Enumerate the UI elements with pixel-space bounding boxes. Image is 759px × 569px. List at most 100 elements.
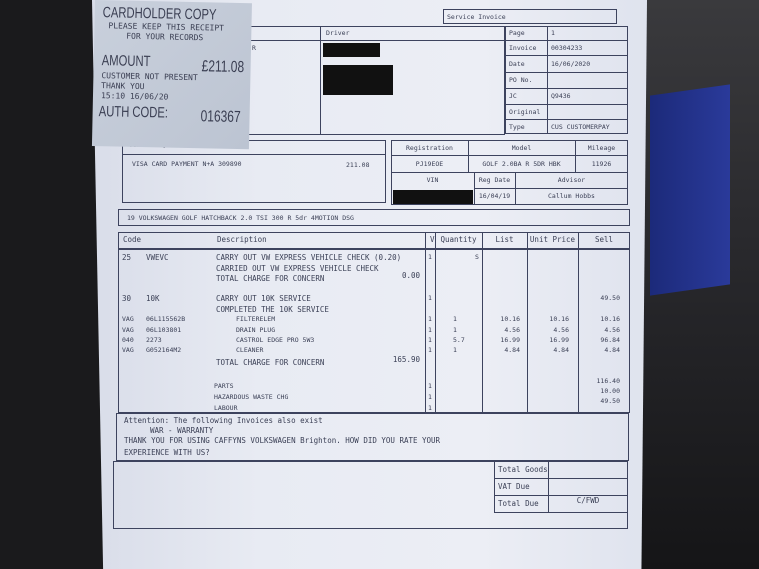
info-label: Page bbox=[509, 29, 525, 37]
model-label: Model bbox=[511, 144, 532, 152]
column-header: Description bbox=[217, 235, 267, 244]
v-flag: 1 bbox=[428, 294, 432, 302]
receipt-auth-code: 016367 bbox=[200, 108, 241, 127]
mileage-label: Mileage bbox=[587, 144, 616, 152]
list-price: 4.84 bbox=[504, 346, 520, 354]
code-prefix: 25 bbox=[122, 253, 132, 262]
quantity: S bbox=[475, 253, 479, 261]
quantity: 5.7 bbox=[453, 336, 465, 344]
column-header: V bbox=[430, 235, 435, 244]
v-flag: 1 bbox=[428, 315, 432, 323]
column-header: List bbox=[495, 235, 514, 244]
description: CARRY OUT VW EXPRESS VEHICLE CHECK (0.20… bbox=[216, 253, 402, 262]
code-prefix: 040 bbox=[122, 336, 134, 344]
v-flag: 1 bbox=[428, 326, 432, 334]
partial-text: R bbox=[252, 44, 256, 52]
description: DRAIN PLUG bbox=[236, 326, 276, 334]
summary-sell: 116.40 bbox=[596, 377, 620, 385]
description: CLEANER bbox=[236, 346, 264, 354]
code: G052164M2 bbox=[146, 346, 182, 354]
concern-total: 165.90 bbox=[392, 355, 420, 364]
notes-box bbox=[116, 413, 629, 461]
info-value: 1 bbox=[551, 29, 555, 37]
code: 2273 bbox=[146, 336, 162, 344]
description: CARRIED OUT VW EXPRESS VEHICLE CHECK bbox=[216, 264, 379, 273]
receipt-thanks: THANK YOU bbox=[101, 81, 145, 92]
receipt-amount-label: AMOUNT bbox=[101, 52, 151, 71]
info-label: Original bbox=[509, 107, 541, 116]
sell-price: 49.50 bbox=[600, 294, 620, 302]
info-value: 16/06/2020 bbox=[551, 59, 591, 68]
reg-date-value: 16/04/19 bbox=[478, 192, 511, 200]
total-goods-label: Total Goods bbox=[498, 465, 548, 474]
v-flag: 1 bbox=[428, 382, 432, 390]
summary-sell: 10.00 bbox=[600, 387, 620, 395]
sell-price: 4.56 bbox=[604, 326, 620, 334]
description: CASTROL EDGE PRO 5W3 bbox=[236, 336, 315, 344]
advisor-value: Callum Hobbs bbox=[548, 192, 595, 200]
thanks-text: THANK YOU FOR USING CAFFYNS VOLKSWAGEN B… bbox=[124, 436, 441, 445]
vat-due-label: VAT Due bbox=[498, 482, 530, 491]
redacted-driver-name bbox=[323, 43, 380, 57]
unit-price: 4.84 bbox=[553, 346, 569, 354]
summary-label: HAZARDOUS WASTE CHG bbox=[214, 393, 289, 401]
thanks-text-2: EXPERIENCE WITH US? bbox=[124, 448, 210, 457]
receipt-title: CARDHOLDER COPY bbox=[102, 4, 217, 24]
advisor-label: Advisor bbox=[557, 176, 586, 184]
info-label: PO No. bbox=[509, 76, 533, 84]
info-label: Date bbox=[509, 59, 525, 68]
code-prefix: VAG bbox=[122, 326, 134, 334]
unit-price: 16.99 bbox=[549, 336, 569, 344]
vehicle-description: 19 VOLKSWAGEN GOLF HATCHBACK 2.0 TSI 300… bbox=[127, 214, 354, 222]
v-flag: 1 bbox=[428, 393, 432, 401]
payment-method: VISA CARD PAYMENT N+A 309890 bbox=[132, 160, 242, 168]
concern-total: 0.00 bbox=[401, 271, 420, 280]
total-due-label: Total Due bbox=[498, 499, 539, 508]
vin-label: VIN bbox=[426, 176, 439, 184]
sell-price: 4.84 bbox=[604, 346, 620, 354]
summary-sell: 49.50 bbox=[600, 397, 620, 405]
unit-price: 4.56 bbox=[553, 326, 569, 334]
info-label: JC bbox=[509, 92, 517, 100]
receipt-amount: £211.08 bbox=[201, 58, 245, 77]
receipt-line2: FOR YOUR RECORDS bbox=[126, 31, 204, 43]
info-value: Q9436 bbox=[551, 92, 571, 100]
list-price: 16.99 bbox=[500, 336, 520, 344]
mileage-value: 11926 bbox=[591, 160, 612, 168]
description: COMPLETED THE 10K SERVICE bbox=[216, 305, 329, 314]
attention-text: Attention: The following Invoices also e… bbox=[124, 416, 323, 425]
info-label: Type bbox=[509, 122, 525, 131]
receipt-auth-label: AUTH CODE: bbox=[98, 103, 169, 122]
receipt-datetime: 15:10 16/06/20 bbox=[100, 91, 169, 102]
list-price: 4.56 bbox=[504, 326, 520, 334]
sell-price: 96.84 bbox=[600, 336, 620, 344]
registration-label: Registration bbox=[406, 144, 453, 152]
vehicle-description-box: 19 VOLKSWAGEN GOLF HATCHBACK 2.0 TSI 300… bbox=[118, 209, 630, 226]
summary-label: LABOUR bbox=[214, 404, 238, 412]
reg-date-label: Reg Date bbox=[478, 176, 511, 184]
v-flag: 1 bbox=[428, 346, 432, 354]
v-flag: 1 bbox=[428, 404, 432, 412]
quantity: 1 bbox=[453, 315, 457, 323]
info-value: CUS CUSTOMERPAY bbox=[551, 122, 610, 131]
code-prefix: VAG bbox=[122, 315, 134, 323]
code-prefix: VAG bbox=[122, 346, 134, 354]
payment-amount: 211.08 bbox=[346, 161, 370, 169]
list-price: 10.16 bbox=[500, 315, 520, 323]
total-due-value: C/FWD bbox=[576, 496, 600, 505]
quantity: 1 bbox=[453, 326, 457, 334]
code: VWEVC bbox=[146, 253, 169, 262]
redacted-vin bbox=[393, 190, 473, 204]
code: 06L115562B bbox=[146, 315, 186, 323]
invoice-title: Service Invoice bbox=[447, 13, 506, 21]
card-receipt: CARDHOLDER COPY PLEASE KEEP THIS RECEIPT… bbox=[91, 0, 252, 150]
unit-price: 10.16 bbox=[549, 315, 569, 323]
column-header: Sell bbox=[594, 235, 614, 244]
summary-label: PARTS bbox=[214, 382, 234, 390]
warranty-text: WAR - WARRANTY bbox=[150, 426, 214, 435]
driver-label: Driver bbox=[326, 29, 350, 37]
service-invoice-title-box: Service Invoice bbox=[443, 9, 617, 24]
info-value: 00304233 bbox=[551, 43, 583, 52]
code: 06L103801 bbox=[146, 326, 182, 334]
code-prefix: 30 bbox=[122, 294, 132, 303]
